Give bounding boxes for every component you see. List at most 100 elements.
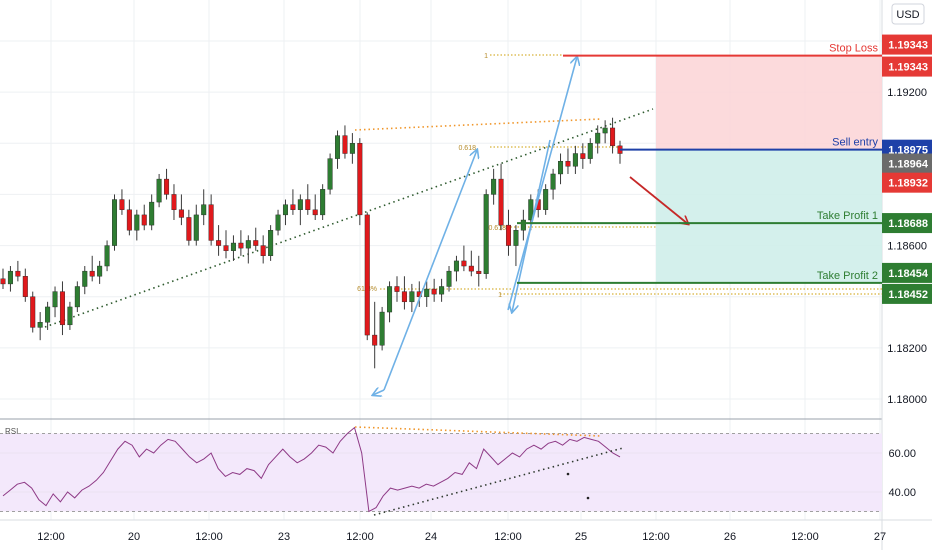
candle[interactable] (357, 138, 363, 226)
candle[interactable] (483, 189, 489, 279)
candle[interactable] (45, 301, 51, 330)
candle[interactable] (312, 194, 318, 220)
candle-body (372, 334, 378, 346)
candle[interactable] (178, 194, 184, 226)
candle[interactable] (476, 255, 482, 287)
candle[interactable] (97, 260, 103, 284)
candle[interactable] (171, 184, 177, 220)
candle[interactable] (223, 230, 229, 259)
candle[interactable] (186, 209, 192, 246)
candle[interactable] (141, 204, 147, 231)
candle[interactable] (468, 250, 474, 277)
candle[interactable] (602, 120, 608, 144)
currency-button[interactable]: USD (891, 3, 925, 25)
candle[interactable] (595, 125, 601, 154)
candle[interactable] (253, 227, 259, 251)
candle[interactable] (387, 281, 393, 323)
candle[interactable] (446, 266, 452, 292)
candle[interactable] (15, 260, 21, 282)
candle[interactable] (409, 283, 415, 313)
candle[interactable] (201, 189, 207, 226)
candle-body (483, 194, 489, 274)
candle[interactable] (22, 268, 28, 302)
candle[interactable] (513, 225, 519, 267)
candle-body (82, 270, 88, 287)
candle[interactable] (580, 143, 586, 169)
time-tick: 23 (278, 531, 290, 543)
candle[interactable] (342, 125, 348, 159)
trade-levels[interactable]: Stop Loss Sell entry Take Profit 1 Take Pro… (517, 43, 882, 284)
candle[interactable] (491, 168, 497, 205)
candle[interactable] (461, 245, 467, 272)
candle[interactable] (216, 225, 222, 256)
candle[interactable] (327, 153, 333, 195)
candle[interactable] (134, 209, 140, 241)
candle[interactable] (74, 281, 80, 313)
take-profit-1-tag: 1.18688 (888, 218, 928, 230)
candle[interactable] (401, 276, 407, 310)
candle[interactable] (149, 194, 155, 231)
candle[interactable] (37, 312, 43, 341)
candle[interactable] (610, 117, 616, 154)
candle-body (260, 245, 266, 256)
candle[interactable] (498, 163, 504, 231)
candle[interactable] (431, 278, 437, 302)
candle-body (558, 160, 564, 175)
candle[interactable] (245, 235, 251, 264)
candle[interactable] (349, 133, 355, 164)
price-axis[interactable]: 1.194001.192001.186001.182001.180001.193… (882, 34, 932, 406)
candle[interactable] (275, 209, 281, 236)
candle[interactable] (550, 168, 556, 200)
candle[interactable] (82, 266, 88, 295)
candle[interactable] (59, 281, 65, 336)
candle[interactable] (260, 235, 266, 264)
candle[interactable] (164, 168, 170, 200)
candle[interactable] (505, 209, 511, 256)
rsi-pane[interactable]: 60.00 40.00 (0, 426, 916, 516)
candle[interactable] (379, 306, 385, 351)
candle[interactable] (89, 255, 95, 282)
candle[interactable] (126, 199, 132, 236)
candle[interactable] (572, 145, 578, 174)
candle-body (476, 270, 482, 274)
candle[interactable] (208, 194, 214, 246)
candle[interactable] (290, 189, 296, 215)
candle[interactable] (67, 301, 73, 330)
candle[interactable] (112, 194, 118, 251)
candle[interactable] (282, 199, 288, 226)
candles[interactable] (0, 117, 623, 369)
candle[interactable] (558, 153, 564, 185)
candle[interactable] (230, 235, 236, 261)
candle[interactable] (52, 286, 58, 318)
candle[interactable] (0, 268, 6, 290)
candle[interactable] (104, 240, 110, 272)
candle[interactable] (305, 184, 311, 215)
candle[interactable] (543, 184, 549, 215)
candle[interactable] (297, 194, 303, 226)
candle[interactable] (439, 278, 445, 302)
candle[interactable] (238, 230, 244, 256)
candle[interactable] (30, 291, 36, 333)
candle[interactable] (394, 276, 400, 302)
candle[interactable] (520, 209, 526, 241)
candle-body (580, 153, 586, 159)
candle-body (208, 204, 214, 241)
candle[interactable] (268, 225, 274, 261)
candle[interactable] (7, 266, 13, 292)
candle[interactable] (320, 184, 326, 220)
candle[interactable] (364, 212, 370, 341)
rsi-line[interactable] (2, 426, 621, 513)
candle[interactable] (587, 138, 593, 164)
candle[interactable] (424, 281, 430, 307)
candle[interactable] (565, 148, 571, 174)
candle[interactable] (335, 130, 341, 169)
candle[interactable] (193, 204, 199, 246)
candle-body (268, 230, 274, 257)
time-axis[interactable]: 12:00 20 12:00 23 12:00 24 12:00 25 12:00 26 12:00… (37, 531, 886, 543)
candle[interactable] (119, 189, 125, 215)
candle[interactable] (372, 301, 378, 369)
candle[interactable] (156, 173, 162, 208)
candle[interactable] (453, 255, 459, 282)
candle-body (193, 214, 199, 241)
